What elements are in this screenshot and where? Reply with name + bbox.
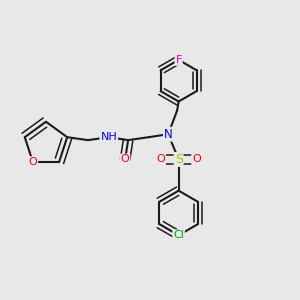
Text: Cl: Cl xyxy=(173,230,184,240)
Text: O: O xyxy=(156,154,165,164)
Text: NH: NH xyxy=(100,132,117,142)
Text: O: O xyxy=(28,157,37,167)
Text: O: O xyxy=(192,154,201,164)
Text: F: F xyxy=(176,55,182,65)
Text: N: N xyxy=(164,128,172,141)
Text: O: O xyxy=(121,154,130,164)
Text: S: S xyxy=(175,153,183,166)
